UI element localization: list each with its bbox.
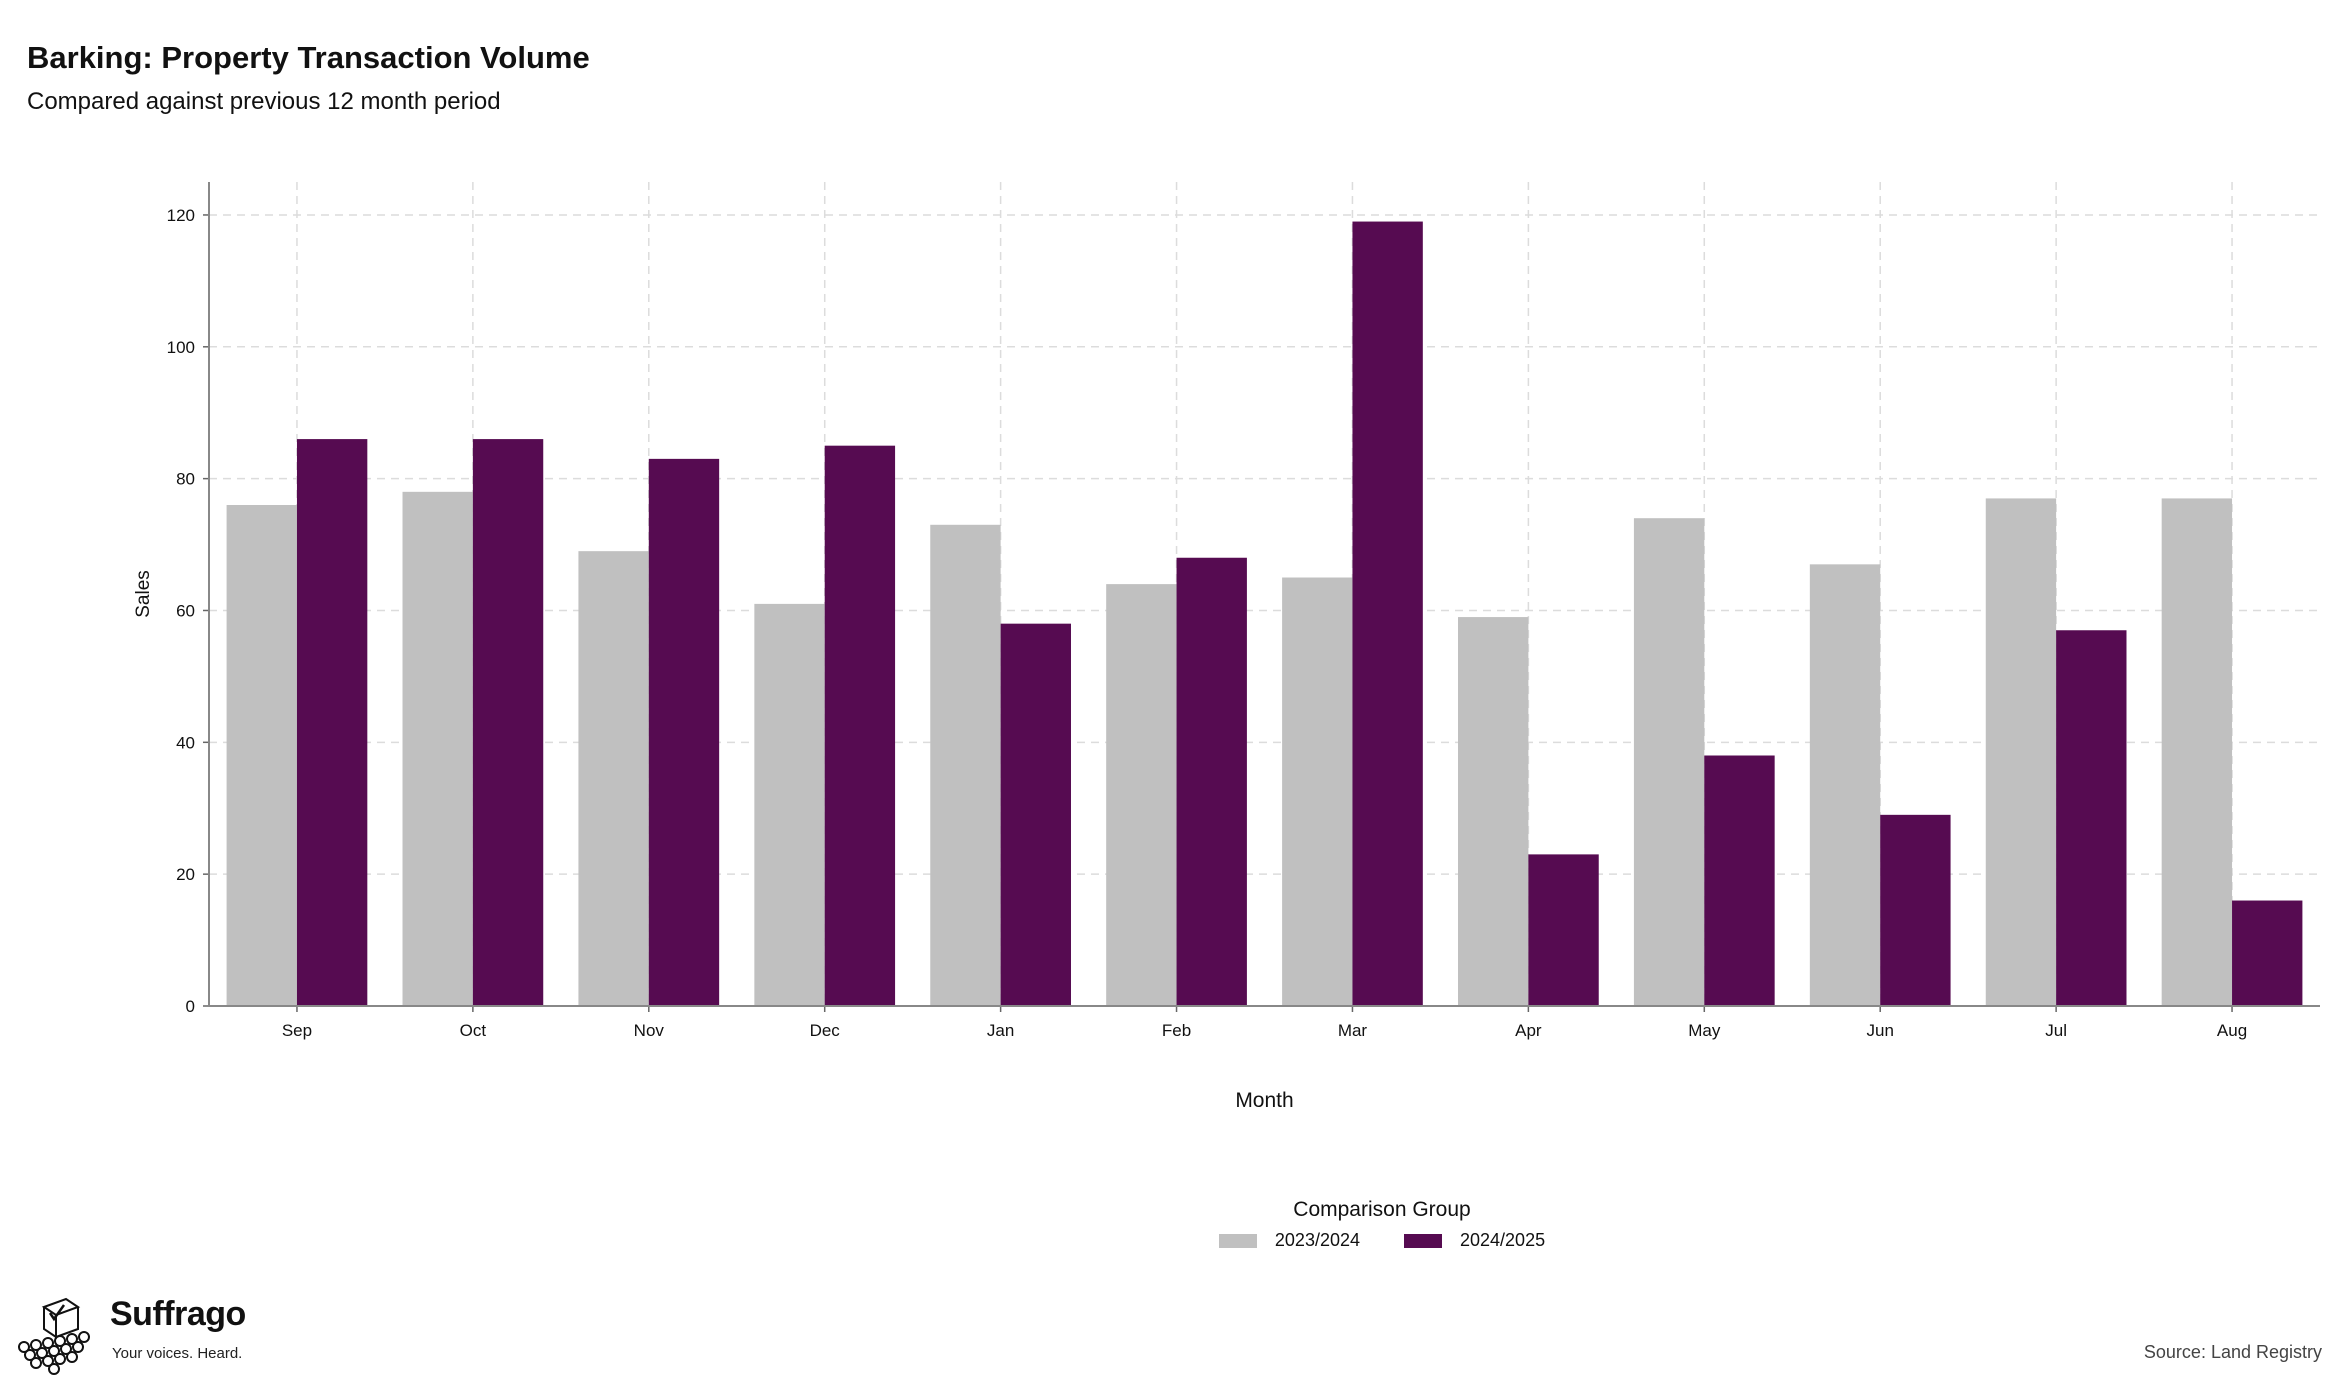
x-tick-label: May — [1688, 1021, 1721, 1040]
x-axis-title: Month — [1235, 1089, 1293, 1112]
chart-subtitle: Compared against previous 12 month perio… — [27, 88, 501, 115]
bar-2023-2024-jun — [1809, 564, 1881, 1006]
x-tick-label: Nov — [634, 1021, 665, 1040]
bar-2024-2025-mar — [1352, 221, 1423, 1006]
bar-2023-2024-jul — [1985, 498, 2057, 1006]
legend-swatch — [1404, 1233, 1442, 1248]
legend-label: 2023/2024 — [1274, 1230, 1360, 1250]
bar-2024-2025-may — [1704, 755, 1775, 1006]
y-tick-label: 100 — [167, 338, 195, 357]
y-tick-label: 120 — [167, 206, 195, 225]
y-axis-title: Sales — [133, 570, 154, 618]
bar-2023-2024-mar — [1282, 577, 1353, 1006]
x-tick-label: Sep — [282, 1021, 312, 1040]
source-note: Source: Land Registry — [2143, 1342, 2322, 1362]
brand-name: Suffrago — [110, 1295, 246, 1333]
bar-2023-2024-aug — [2161, 498, 2233, 1006]
x-tick-label: Mar — [1338, 1021, 1368, 1040]
legend-item-2024-2025: 2024/2025 — [1404, 1230, 1545, 1251]
y-tick-label: 20 — [176, 865, 195, 884]
bar-2023-2024-feb — [1106, 584, 1177, 1006]
bar-2024-2025-apr — [1528, 854, 1599, 1006]
chart-title: Barking: Property Transaction Volume — [27, 40, 590, 75]
ballot-box-icon — [18, 1297, 90, 1375]
bar-2024-2025-dec — [824, 445, 896, 1006]
legend-title: Comparison Group — [1293, 1198, 1471, 1221]
bar-2023-2024-may — [1633, 518, 1705, 1006]
bar-2023-2024-oct — [402, 491, 473, 1007]
bar-2023-2024-apr — [1458, 617, 1529, 1006]
bar-2024-2025-sep — [296, 439, 368, 1006]
bar-2023-2024-sep — [226, 505, 297, 1006]
y-tick-label: 60 — [176, 601, 195, 620]
x-tick-label: Apr — [1515, 1021, 1542, 1040]
legend-label: 2024/2025 — [1460, 1230, 1546, 1250]
x-tick-label: Oct — [460, 1021, 487, 1040]
bar-2023-2024-jan — [930, 524, 1001, 1006]
x-tick-label: Jul — [2045, 1021, 2067, 1040]
bar-2023-2024-dec — [754, 603, 825, 1006]
bar-2023-2024-nov — [578, 551, 649, 1006]
brand-tagline: Your voices. Heard. — [112, 1345, 243, 1362]
y-tick-label: 80 — [176, 470, 195, 489]
y-tick-label: 0 — [186, 997, 195, 1016]
bar-2024-2025-jan — [1000, 623, 1071, 1006]
x-tick-label: Jan — [987, 1021, 1014, 1040]
bar-2024-2025-jul — [2056, 630, 2127, 1006]
axes — [203, 182, 2320, 1012]
y-tick-label: 40 — [176, 733, 195, 752]
suffrago-logo: Suffrago Your voices. Heard. — [14, 1295, 274, 1375]
tick-labels: 0 20 40 60 80 100 120 Sep Oct Nov Dec Jan Feb Mar Apr M… — [133, 206, 2247, 1112]
legend-swatch — [1218, 1233, 1257, 1248]
x-tick-label: Feb — [1162, 1021, 1191, 1040]
legend: Comparison Group 2023/2024 2024/2025 — [0, 1198, 2334, 1251]
x-tick-label: Dec — [810, 1021, 841, 1040]
x-tick-label: Aug — [2217, 1021, 2247, 1040]
x-tick-label: Jun — [1866, 1021, 1893, 1040]
legend-item-2023-2024: 2023/2024 — [1218, 1230, 1360, 1251]
bar-2024-2025-aug — [2232, 900, 2303, 1006]
bar-2024-2025-jun — [1880, 814, 1951, 1006]
bars — [226, 221, 2303, 1007]
bar-2024-2025-feb — [1176, 557, 1247, 1006]
bar-chart: 0 20 40 60 80 100 120 Sep Oct Nov Dec Jan Feb Mar Apr M… — [133, 182, 2320, 1112]
bar-2024-2025-nov — [648, 458, 720, 1006]
bar-2024-2025-oct — [472, 439, 544, 1006]
